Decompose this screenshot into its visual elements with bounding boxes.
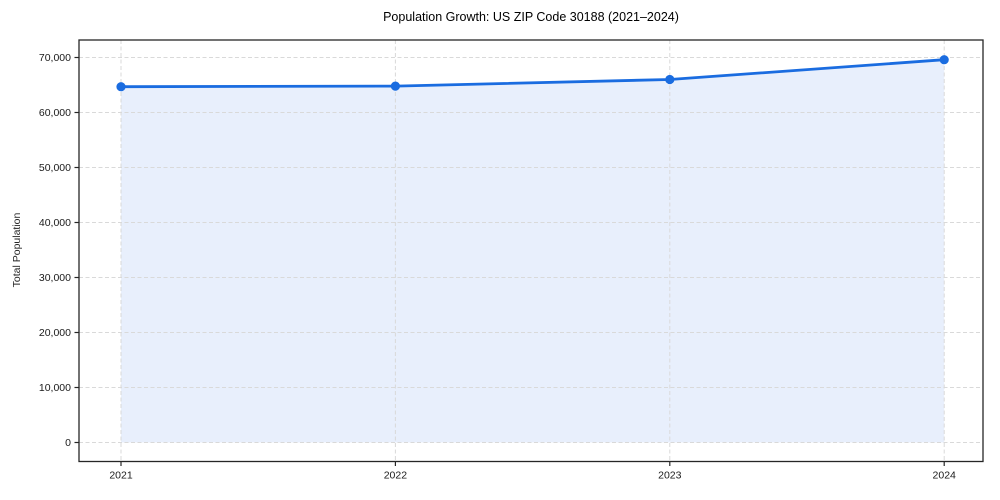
y-tick-label: 0: [65, 437, 71, 449]
y-tick-label: 10,000: [39, 382, 71, 394]
data-point: [116, 82, 126, 92]
y-tick-label: 20,000: [39, 327, 71, 339]
chart-title: Population Growth: US ZIP Code 30188 (20…: [383, 10, 679, 24]
y-tick-label: 30,000: [39, 272, 71, 284]
y-tick-label: 50,000: [39, 162, 71, 174]
y-tick-label: 70,000: [39, 52, 71, 64]
y-tick-label: 60,000: [39, 107, 71, 119]
x-tick-label: 2022: [384, 470, 408, 482]
x-tick-label: 2023: [658, 470, 682, 482]
y-tick-label: 40,000: [39, 217, 71, 229]
data-point: [939, 55, 949, 65]
x-tick-label: 2024: [933, 470, 957, 482]
x-tick-label: 2021: [109, 470, 133, 482]
data-line: [119, 58, 946, 89]
data-point: [390, 81, 400, 91]
plot-frame: [78, 39, 984, 463]
data-point: [665, 74, 675, 85]
area-fill: [121, 59, 945, 443]
